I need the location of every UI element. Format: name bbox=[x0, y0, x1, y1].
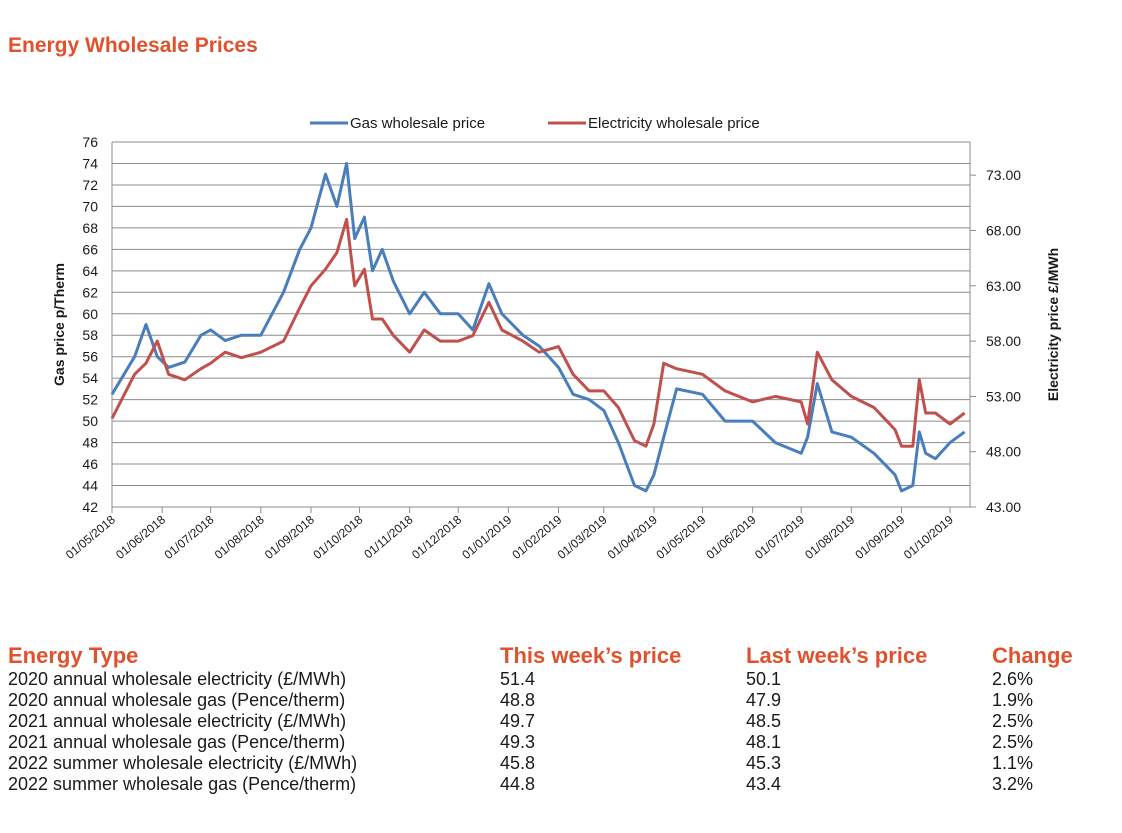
series-line-gas bbox=[110, 162, 966, 493]
y-tick-label-left: 62 bbox=[82, 284, 98, 300]
this-week-cell: 49.7 bbox=[500, 711, 536, 731]
wholesale-price-chart: 42 44 46 48 50 52 54 56 58 60 62 64 66 68 70 72 74 76 43.0… bbox=[51, 115, 1061, 562]
y-tick-label-left: 60 bbox=[82, 306, 98, 322]
y-axis-title-left: Gas price p/Therm bbox=[51, 263, 67, 386]
last-week-cell: 48.1 bbox=[746, 732, 782, 752]
change-cell: 2.6% bbox=[992, 669, 1034, 689]
y-tick-label-left: 48 bbox=[82, 435, 98, 451]
header-change: Change bbox=[992, 643, 1073, 668]
energy-type-cell: 2021 annual wholesale gas (Pence/therm) bbox=[8, 732, 346, 752]
y-tick-label-left: 52 bbox=[82, 392, 98, 408]
y-tick-label-left: 54 bbox=[82, 370, 98, 386]
this-week-cell: 48.8 bbox=[500, 690, 536, 710]
x-tick-label: 01/03/2019 bbox=[555, 512, 610, 562]
y-tick-label-right: 48.00 bbox=[986, 444, 1021, 460]
series-line-electricity bbox=[110, 217, 966, 448]
y-tick-label-right: 73.00 bbox=[986, 167, 1021, 183]
last-week-cell: 48.5 bbox=[746, 711, 782, 731]
last-week-cell: 45.3 bbox=[746, 753, 782, 773]
y-tick-label-right: 63.00 bbox=[986, 278, 1021, 294]
y-tick-label-left: 72 bbox=[82, 177, 98, 193]
last-week-cell: 50.1 bbox=[746, 669, 782, 689]
this-week-cell: 44.8 bbox=[500, 774, 536, 794]
table-row: 2021 annual wholesale electricity (£/MWh… bbox=[8, 711, 1112, 732]
header-energy-type: Energy Type bbox=[8, 643, 139, 668]
price-table: Energy Type This week’s price Last week’… bbox=[8, 642, 1112, 795]
change-cell: 2.5% bbox=[992, 711, 1034, 731]
legend-electricity-label: Electricity wholesale price bbox=[588, 115, 760, 132]
page-title: Energy Wholesale Prices bbox=[8, 34, 258, 57]
header-this-week: This week’s price bbox=[500, 643, 682, 668]
y-tick-label-left: 64 bbox=[82, 263, 98, 279]
this-week-cell: 45.8 bbox=[500, 753, 536, 773]
table-row: 2022 summer wholesale electricity (£/MWh… bbox=[8, 753, 1112, 774]
y-tick-label-right: 43.00 bbox=[986, 499, 1021, 515]
table-row: 2020 annual wholesale electricity (£/MWh… bbox=[8, 669, 1112, 690]
x-tick-label: 01/09/2019 bbox=[852, 512, 907, 562]
last-week-cell: 43.4 bbox=[746, 774, 782, 794]
x-tick-label: 01/09/2018 bbox=[262, 512, 317, 562]
x-tick-label: 01/12/2018 bbox=[409, 512, 464, 562]
y-axis-title-right: Electricity price £/MWh bbox=[1045, 248, 1061, 401]
this-week-cell: 49.3 bbox=[500, 732, 536, 752]
table-row: 2022 summer wholesale gas (Pence/therm) … bbox=[8, 774, 1112, 795]
x-tick-label: 01/04/2019 bbox=[605, 512, 660, 562]
x-tick-label: 01/08/2018 bbox=[212, 512, 267, 562]
y-tick-label-left: 58 bbox=[82, 327, 98, 343]
x-tick-label: 01/06/2018 bbox=[113, 512, 168, 562]
y-tick-label-left: 76 bbox=[82, 134, 98, 150]
y-tick-label-right: 68.00 bbox=[986, 222, 1021, 238]
energy-type-cell: 2021 annual wholesale electricity (£/MWh… bbox=[8, 711, 347, 731]
last-week-cell: 47.9 bbox=[746, 690, 782, 710]
x-tick-label: 01/11/2018 bbox=[361, 512, 416, 561]
y-tick-label-left: 46 bbox=[82, 456, 98, 472]
x-tick-label: 01/10/2019 bbox=[901, 512, 956, 562]
y-tick-label-left: 70 bbox=[82, 198, 98, 214]
change-cell: 3.2% bbox=[992, 774, 1034, 794]
change-cell: 1.1% bbox=[992, 753, 1034, 773]
y-tick-label-left: 68 bbox=[82, 220, 98, 236]
x-tick-label: 01/06/2019 bbox=[704, 512, 759, 562]
x-tick-label: 01/08/2019 bbox=[802, 512, 857, 562]
header-last-week: Last week’s price bbox=[746, 643, 928, 668]
change-cell: 1.9% bbox=[992, 690, 1034, 710]
x-tick-label: 01/07/2019 bbox=[752, 512, 807, 562]
table-header-row: Energy Type This week’s price Last week’… bbox=[8, 642, 1112, 669]
energy-type-cell: 2022 summer wholesale gas (Pence/therm) bbox=[8, 774, 357, 794]
y-tick-label-left: 50 bbox=[82, 413, 98, 429]
energy-type-cell: 2020 annual wholesale electricity (£/MWh… bbox=[8, 669, 347, 689]
y-tick-label-right: 58.00 bbox=[986, 333, 1021, 349]
table-row: 2020 annual wholesale gas (Pence/therm) … bbox=[8, 690, 1112, 711]
energy-type-cell: 2022 summer wholesale electricity (£/MWh… bbox=[8, 753, 358, 773]
legend-gas-label: Gas wholesale price bbox=[350, 115, 485, 132]
table-row: 2021 annual wholesale gas (Pence/therm) … bbox=[8, 732, 1112, 753]
x-tick-label: 01/05/2018 bbox=[63, 512, 118, 562]
y-tick-label-left: 56 bbox=[82, 349, 98, 365]
y-tick-label-left: 66 bbox=[82, 241, 98, 257]
y-tick-label-left: 42 bbox=[82, 499, 98, 515]
energy-type-cell: 2020 annual wholesale gas (Pence/therm) bbox=[8, 690, 346, 710]
y-tick-label-right: 53.00 bbox=[986, 388, 1021, 404]
x-tick-label: 01/05/2019 bbox=[653, 512, 708, 562]
change-cell: 2.5% bbox=[992, 732, 1034, 752]
y-tick-label-left: 74 bbox=[82, 155, 98, 171]
x-tick-label: 01/10/2018 bbox=[310, 512, 365, 562]
y-tick-label-left: 44 bbox=[82, 478, 98, 494]
x-tick-label: 01/01/2019 bbox=[459, 512, 514, 562]
x-tick-label: 01/07/2018 bbox=[162, 512, 217, 562]
this-week-cell: 51.4 bbox=[500, 669, 536, 689]
